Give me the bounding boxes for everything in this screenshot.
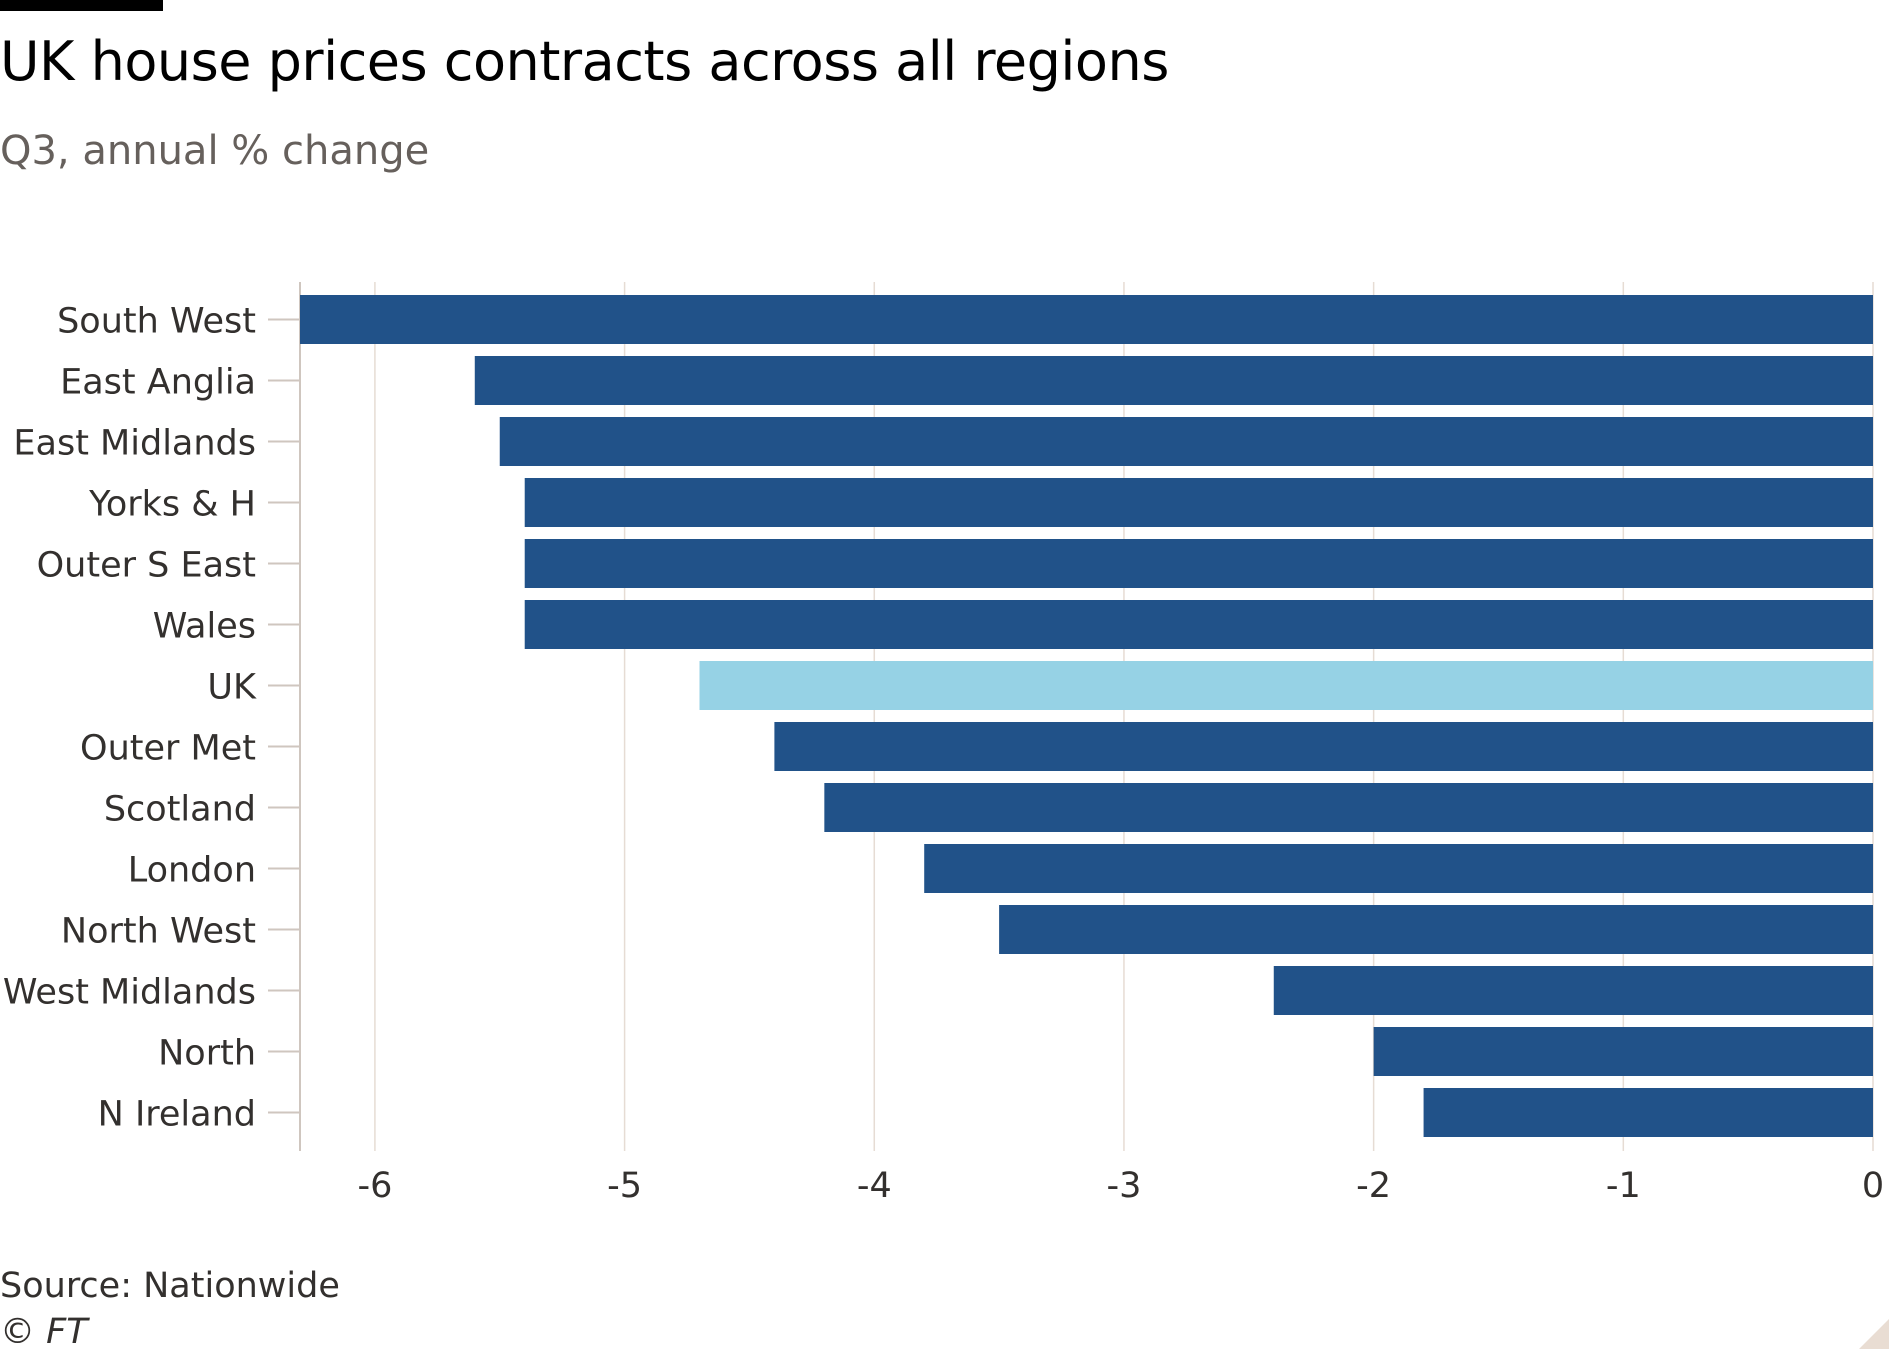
bar [699, 661, 1873, 710]
category-label: East Anglia [60, 363, 256, 403]
corner-fold-icon [1859, 1319, 1889, 1349]
category-labels: South West East Anglia East Midlands Yorks … [3, 302, 257, 1135]
bar [1373, 1027, 1873, 1076]
bar [499, 417, 1873, 466]
bars [300, 295, 1874, 1137]
bar [1423, 1088, 1873, 1137]
y-axis [268, 282, 301, 1151]
gridlines [374, 282, 1874, 1151]
bar [300, 295, 1873, 344]
bar [774, 722, 1873, 771]
x-tick-label: -5 [607, 1166, 642, 1206]
category-label: North [158, 1034, 256, 1074]
category-label: North West [61, 912, 256, 952]
bar [524, 600, 1873, 649]
category-label: Scotland [104, 790, 256, 830]
category-label: South West [57, 302, 256, 342]
x-tick-label: -1 [1606, 1166, 1641, 1206]
bar [524, 478, 1873, 527]
x-tick-label: -4 [857, 1166, 892, 1206]
top-rule [0, 0, 163, 11]
category-label: East Midlands [13, 424, 256, 464]
bar [1273, 966, 1873, 1015]
category-label: Wales [153, 607, 256, 647]
bar [524, 539, 1873, 588]
category-label: London [128, 851, 256, 891]
category-label: Outer S East [37, 546, 256, 586]
category-label: N Ireland [98, 1095, 256, 1135]
bar [999, 905, 1873, 954]
category-label: Yorks & H [88, 485, 256, 525]
chart-subtitle: Q3, annual % change [0, 128, 430, 174]
category-label: West Midlands [3, 973, 256, 1013]
category-label: UK [207, 668, 257, 708]
copyright-note: © FT [0, 1312, 88, 1352]
x-tick-label: -2 [1356, 1166, 1391, 1206]
bar [824, 783, 1874, 832]
chart-title: UK house prices contracts across all reg… [0, 30, 1169, 93]
bar-chart: South West East Anglia East Midlands Yorks … [3, 282, 1884, 1206]
bar [924, 844, 1873, 893]
x-tick-label: -6 [357, 1166, 392, 1206]
category-label: Outer Met [80, 729, 256, 769]
x-axis-ticks: -6 -5 -4 -3 -2 -1 0 [357, 1166, 1884, 1206]
bar [474, 356, 1873, 405]
x-tick-label: -3 [1106, 1166, 1141, 1206]
x-tick-label: 0 [1862, 1166, 1884, 1206]
source-note: Source: Nationwide [0, 1266, 340, 1306]
